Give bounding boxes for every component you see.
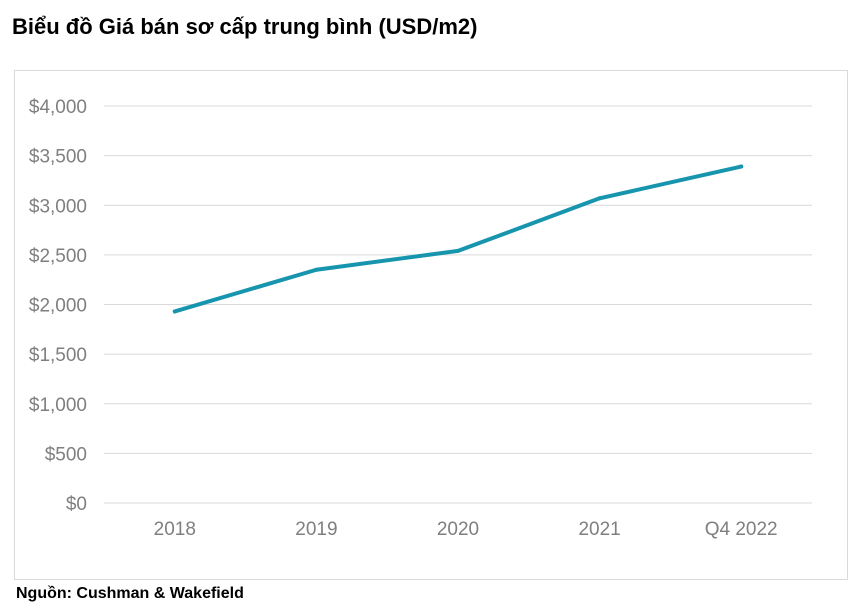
y-tick-label: $1,500 xyxy=(29,345,87,366)
y-tick-label: $2,500 xyxy=(29,246,87,267)
data-point xyxy=(456,248,460,253)
series-line xyxy=(172,164,744,314)
data-point xyxy=(172,309,177,314)
data-point xyxy=(739,164,744,169)
y-tick-label: $3,000 xyxy=(29,196,87,217)
y-tick-label: $4,000 xyxy=(29,97,87,118)
x-tick-label: 2019 xyxy=(295,519,337,540)
y-tick-label: $3,500 xyxy=(29,147,87,168)
x-tick-label: 2018 xyxy=(154,519,196,540)
x-tick-label: 2021 xyxy=(578,519,620,540)
data-point xyxy=(314,267,319,272)
y-tick-label: $2,000 xyxy=(29,296,87,317)
chart-title: Biểu đồ Giá bán sơ cấp trung bình (USD/m… xyxy=(12,14,478,39)
data-point xyxy=(597,196,602,201)
y-tick-label: $1,000 xyxy=(29,395,87,416)
y-tick-label: $0 xyxy=(66,494,87,515)
x-tick-label: 2020 xyxy=(437,519,479,540)
x-tick-label: Q4 2022 xyxy=(705,519,778,540)
source-note: Nguồn: Cushman & Wakefield xyxy=(16,585,244,602)
y-tick-label: $500 xyxy=(45,444,87,465)
chart-frame xyxy=(14,70,848,580)
